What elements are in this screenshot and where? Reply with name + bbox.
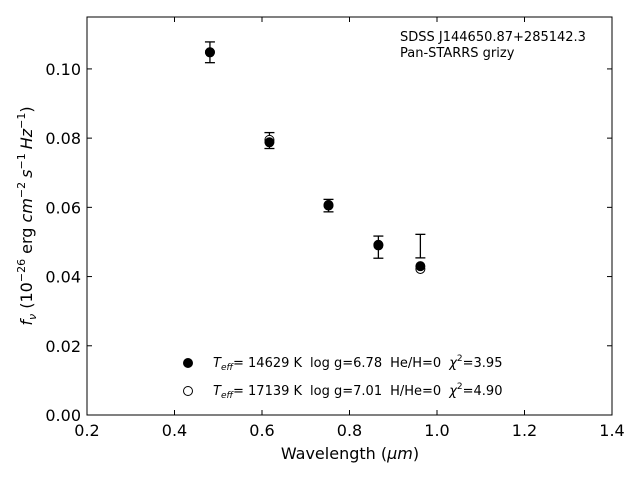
legend-teff-value: = 17139 K — [233, 384, 303, 399]
plot-frame — [86, 16, 613, 416]
y-tick-label: 0.04 — [45, 268, 81, 287]
model-point-filled — [264, 137, 275, 148]
model-point-filled — [415, 261, 426, 272]
y-axis-label-s-exp: −1 — [15, 153, 28, 169]
legend-chi-value: =3.95 — [463, 356, 503, 371]
legend-logg: log g=6.78 — [310, 356, 382, 371]
legend-teff-subscript: eff — [221, 391, 235, 401]
legend-entry-open: Teff= 17139 K log g=7.01 H/He=0 χ2=4.90 — [213, 382, 502, 401]
x-axis-label-suffix: ) — [413, 444, 419, 463]
x-axis-label-prefix: Wavelength ( — [281, 444, 387, 463]
x-axis-label: Wavelength (μm) — [281, 444, 419, 463]
y-axis-label-s: s — [17, 170, 36, 178]
legend-marker-filled — [183, 358, 193, 368]
y-tick-label: 0.02 — [45, 337, 81, 356]
y-tick-label: 0.06 — [45, 198, 81, 217]
plot-marks — [204, 41, 426, 274]
x-axis-label-unit: μm — [386, 444, 413, 463]
y-tick-label: 0.10 — [45, 60, 81, 79]
x-tick-label: 1.4 — [599, 421, 624, 440]
x-tick-label: 1.0 — [424, 421, 449, 440]
axis-ticks: 0.2 0.4 0.6 0.8 1.0 1.2 1.4 0.00 0.02 0.04 0.06 0.0… — [45, 17, 625, 440]
y-tick-label: 0.08 — [45, 129, 81, 148]
y-axis-label-nu: ν — [26, 314, 39, 320]
legend-composition: He/H=0 — [390, 356, 441, 371]
y-axis-label-erg: erg — [17, 222, 36, 258]
legend-teff-value: = 14629 K — [233, 356, 303, 371]
legend-teff-subscript: eff — [221, 363, 235, 373]
y-axis-label-close: ) — [17, 106, 36, 112]
legend-teff-symbol: T — [213, 356, 222, 371]
y-axis-label-f: f — [17, 318, 36, 326]
x-tick-label: 0.2 — [74, 421, 99, 440]
x-tick-label: 0.6 — [249, 421, 274, 440]
y-axis-label-cm: cm — [17, 198, 36, 222]
y-tick-label: 0.00 — [45, 406, 81, 425]
annotation-object-name: SDSS J144650.87+285142.3 — [400, 30, 586, 45]
y-axis-label: fν (10−26 erg cm−2s−1Hz−1) — [15, 106, 39, 325]
legend-chi-symbol: χ — [448, 356, 458, 371]
legend-entry-filled: Teff= 14629 K log g=6.78 He/H=0 χ2=3.95 — [213, 354, 502, 373]
y-axis-label-open: (10 — [17, 282, 36, 314]
model-point-filled — [373, 240, 384, 251]
model-point-filled — [204, 47, 215, 58]
legend-teff-symbol: T — [213, 384, 222, 399]
x-tick-label: 1.2 — [512, 421, 537, 440]
legend-chi-exponent: 2 — [457, 382, 463, 392]
y-axis-label-hz: Hz — [17, 128, 36, 149]
model-point-filled — [323, 200, 334, 211]
x-tick-label: 0.8 — [337, 421, 362, 440]
legend-logg: log g=7.01 — [310, 384, 382, 399]
observed-error-bar — [415, 233, 426, 259]
y-axis-label-hz-exp: −1 — [15, 113, 28, 129]
x-tick-label: 0.4 — [162, 421, 187, 440]
legend-marker-open — [183, 386, 193, 396]
legend-chi-value: =4.90 — [463, 384, 503, 399]
legend-composition: H/He=0 — [390, 384, 441, 399]
y-axis-label-cm-exp: −2 — [15, 182, 28, 198]
annotation-survey: Pan-STARRS grizy — [400, 46, 515, 61]
legend-chi-symbol: χ — [448, 384, 458, 399]
legend-chi-exponent: 2 — [457, 354, 463, 364]
y-axis-label-exp: −26 — [15, 259, 28, 282]
